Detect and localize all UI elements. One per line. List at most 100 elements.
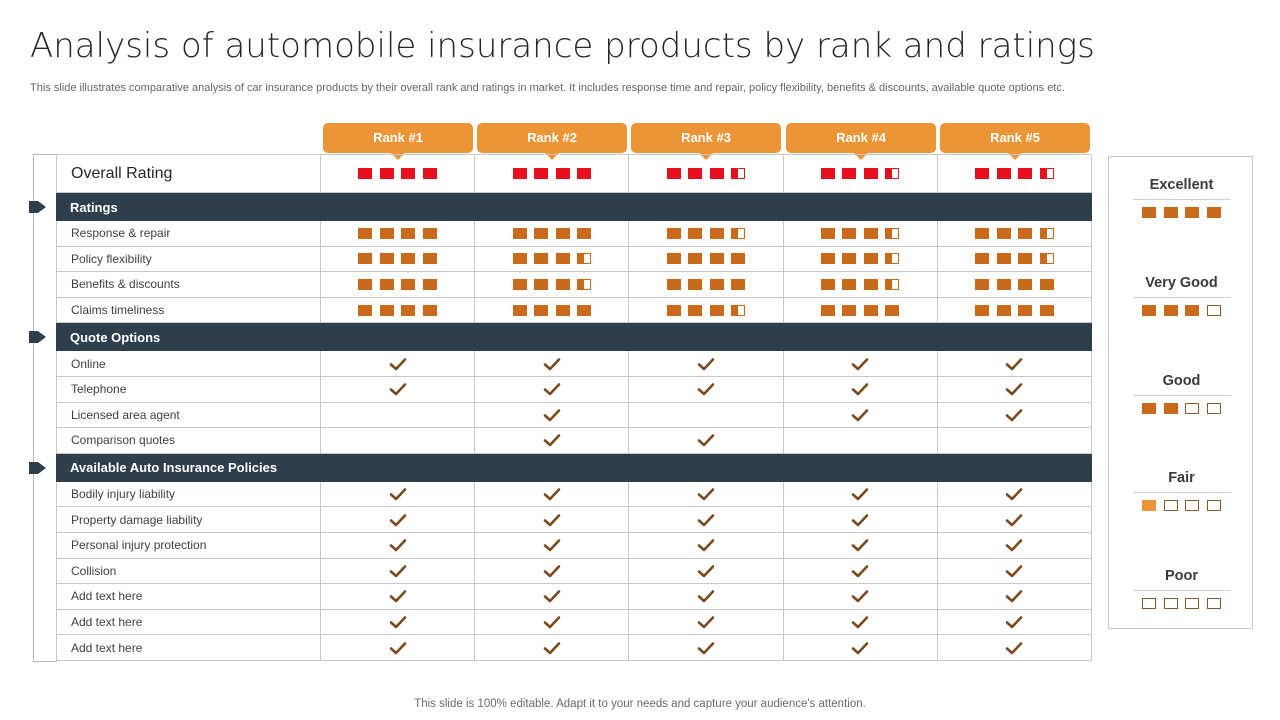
rating-cell bbox=[629, 272, 784, 297]
checkmark-icon bbox=[1006, 539, 1023, 552]
rating-box-half bbox=[731, 227, 746, 239]
checkmark-icon bbox=[543, 488, 561, 501]
rating-box-full bbox=[512, 168, 527, 179]
table-row: Add text here bbox=[56, 609, 1092, 636]
rating-box-full bbox=[688, 168, 703, 179]
checkmark-icon bbox=[389, 565, 406, 578]
row-label: Licensed area agent bbox=[56, 402, 321, 428]
rating-box-full bbox=[1018, 253, 1033, 265]
rating-cell bbox=[321, 297, 476, 323]
checkmark-icon bbox=[1006, 641, 1023, 654]
checkmark-icon bbox=[697, 641, 715, 654]
rating-boxes bbox=[820, 227, 900, 239]
rating-boxes bbox=[358, 304, 437, 316]
rating-box-half bbox=[577, 278, 592, 290]
slide-subtitle: This slide illustrates comparative analy… bbox=[30, 82, 1065, 94]
rating-box-full bbox=[358, 304, 373, 316]
rating-box-full bbox=[820, 168, 835, 179]
check-cell bbox=[629, 558, 784, 584]
rating-cell bbox=[784, 221, 938, 246]
check-cell bbox=[784, 558, 938, 584]
rating-cell bbox=[321, 246, 476, 272]
rating-box-full bbox=[358, 227, 373, 239]
rating-box-full bbox=[534, 168, 549, 179]
legend-box-full bbox=[1163, 207, 1178, 218]
check-cell bbox=[629, 584, 784, 609]
check-cell bbox=[784, 609, 938, 635]
rating-box-full bbox=[379, 253, 394, 265]
table-row: Comparison quotes bbox=[56, 428, 1092, 454]
timeline-top-tick bbox=[33, 154, 57, 155]
overall-rating-cell bbox=[629, 155, 784, 192]
checkmark-icon bbox=[389, 641, 406, 654]
rating-box-full bbox=[555, 168, 570, 179]
rating-box-full bbox=[975, 278, 990, 290]
rating-box-full bbox=[1039, 278, 1054, 290]
rating-box-full bbox=[555, 304, 570, 316]
overall-rating-row: Overall Rating bbox=[56, 154, 1092, 193]
overall-rating-label: Overall Rating bbox=[56, 155, 321, 192]
rating-box-full bbox=[555, 253, 570, 265]
legend-box-full bbox=[1206, 207, 1221, 218]
legend-divider bbox=[1132, 297, 1231, 298]
rating-box-full bbox=[577, 227, 592, 239]
rating-box-full bbox=[731, 253, 746, 265]
table-row: Telephone bbox=[56, 376, 1092, 403]
section-header: Available Auto Insurance Policies bbox=[56, 453, 1092, 482]
row-label: Response & repair bbox=[56, 221, 321, 246]
check-cell bbox=[784, 532, 938, 558]
rating-cell bbox=[938, 246, 1092, 272]
rating-box-full bbox=[842, 168, 857, 179]
rating-box-full bbox=[1018, 227, 1033, 239]
check-cell bbox=[475, 558, 630, 584]
rating-box-full bbox=[379, 304, 394, 316]
rating-box-full bbox=[863, 304, 878, 316]
check-cell bbox=[475, 402, 630, 428]
rating-cell bbox=[784, 297, 938, 323]
rating-box-full bbox=[401, 278, 416, 290]
rating-boxes bbox=[820, 278, 900, 290]
legend-divider bbox=[1132, 199, 1231, 200]
table-row: Licensed area agent bbox=[56, 402, 1092, 429]
rating-box-full bbox=[996, 168, 1011, 179]
rating-box-full bbox=[709, 304, 724, 316]
checkmark-icon bbox=[1006, 513, 1023, 526]
timeline-bottom-tick bbox=[33, 661, 57, 662]
legend-boxes bbox=[1109, 305, 1254, 316]
legend-box-empty bbox=[1142, 598, 1157, 609]
check-cell bbox=[938, 428, 1092, 453]
check-cell bbox=[629, 532, 784, 558]
check-cell bbox=[475, 584, 630, 609]
rating-box-full bbox=[996, 278, 1011, 290]
rating-box-full bbox=[863, 253, 878, 265]
checkmark-icon bbox=[697, 434, 715, 447]
rating-box-full bbox=[996, 304, 1011, 316]
checkmark-icon bbox=[697, 539, 715, 552]
rating-box-full bbox=[577, 168, 592, 179]
row-label: Claims timeliness bbox=[56, 297, 321, 323]
row-label: Add text here bbox=[56, 609, 321, 635]
legend-label: Very Good bbox=[1145, 275, 1218, 291]
checkmark-icon bbox=[1006, 590, 1023, 603]
row-label: Comparison quotes bbox=[56, 428, 321, 453]
rating-box-half bbox=[885, 227, 900, 239]
rating-cell bbox=[321, 272, 476, 297]
legend-box-empty bbox=[1206, 500, 1221, 511]
overall-rating-cell bbox=[938, 155, 1092, 192]
legend-box-full bbox=[1163, 305, 1178, 316]
rating-box-full bbox=[401, 168, 416, 179]
legend-label: Good bbox=[1162, 373, 1201, 389]
legend-box-empty bbox=[1185, 403, 1200, 414]
rating-box-full bbox=[863, 168, 878, 179]
timeline-arrow-icon bbox=[29, 461, 46, 474]
legend-label: Fair bbox=[1168, 470, 1195, 486]
rating-box-full bbox=[512, 278, 527, 290]
check-cell bbox=[629, 402, 784, 428]
check-cell bbox=[938, 402, 1092, 428]
checkmark-icon bbox=[389, 513, 406, 526]
rating-box-full bbox=[709, 227, 724, 239]
rating-box-full bbox=[401, 304, 416, 316]
rank-header-2: Rank #2 bbox=[477, 123, 627, 160]
check-cell bbox=[629, 351, 784, 376]
legend-label: Excellent bbox=[1149, 177, 1214, 193]
